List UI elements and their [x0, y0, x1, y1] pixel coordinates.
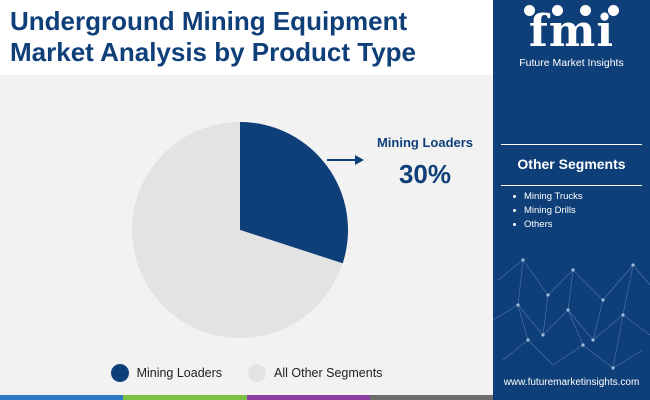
chart-title: Underground Mining Equipment Market Anal…: [10, 6, 417, 67]
fmi-logo: fmi Future Market Insights: [493, 0, 650, 75]
callout-label: Mining Loaders: [376, 135, 474, 150]
callout-value: 30%: [398, 159, 452, 189]
logo-dot-icon: [551, 5, 563, 16]
bottom-color-bar: [0, 395, 493, 400]
network-decoration-icon: [493, 258, 650, 370]
logo-company-name: Future Market Insights: [519, 57, 624, 69]
other-segment-item: Mining Trucks: [513, 190, 583, 204]
legend-label-all-other-segments: All Other Segments: [274, 366, 383, 380]
other-segment-item: Mining Drills: [513, 204, 583, 218]
legend-item-all-other-segments: All Other Segments: [248, 364, 382, 382]
legend-item-mining-loaders: Mining Loaders: [110, 364, 223, 382]
bottom-bar-segment-purple: [246, 395, 370, 400]
logo-letters: fmi: [528, 6, 615, 57]
logo-dot-icon: [523, 5, 535, 16]
pie-chart: [132, 122, 364, 338]
sidebar: fmi Future Market Insights Other Segment…: [493, 0, 650, 400]
website-url[interactable]: www.futuremarketinsights.com: [503, 377, 640, 388]
chart-area: Mining Loaders 30% Mining Loaders All Ot…: [0, 75, 493, 395]
legend-swatch-all-other-segments: [248, 364, 267, 382]
other-segments-title: Other Segments: [517, 156, 626, 172]
callout-arrow-icon: [355, 155, 364, 165]
bottom-bar-segment-green: [123, 395, 247, 400]
logo-icons: [515, 5, 628, 16]
other-segments-box: Other Segments: [501, 144, 642, 186]
logo-dot-icon: [608, 5, 620, 16]
logo-dot-icon: [580, 5, 592, 16]
other-segments-list: Mining Trucks Mining Drills Others: [513, 190, 583, 232]
other-segment-item: Others: [513, 218, 583, 232]
bottom-bar-segment-blue: [0, 395, 124, 400]
legend: Mining Loaders All Other Segments: [0, 361, 493, 385]
legend-label-mining-loaders: Mining Loaders: [136, 366, 223, 380]
pie-slice-all-other-segments: [132, 122, 343, 338]
pie-slice-mining-loaders: [240, 122, 348, 264]
bottom-bar-segment-gray: [369, 395, 493, 400]
header: Underground Mining Equipment Market Anal…: [0, 0, 493, 75]
legend-swatch-mining-loaders: [110, 364, 129, 382]
